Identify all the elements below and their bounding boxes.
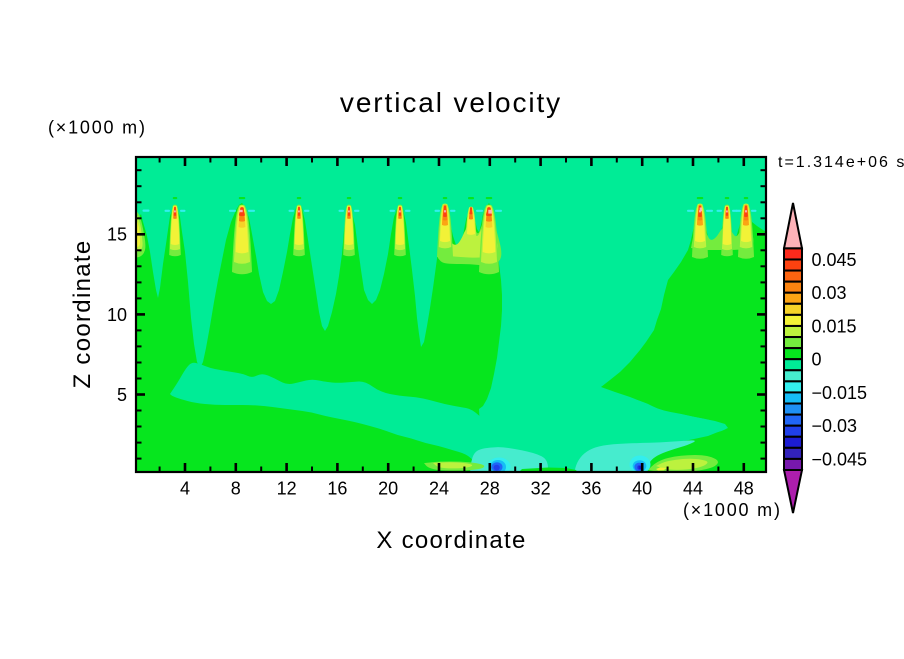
svg-text:8: 8	[231, 479, 241, 499]
svg-text:48: 48	[734, 479, 754, 499]
svg-text:0.03: 0.03	[812, 283, 847, 303]
svg-text:vertical velocity: vertical velocity	[340, 87, 562, 118]
svg-text:32: 32	[531, 479, 551, 499]
svg-text:Z coordinate: Z coordinate	[69, 239, 96, 388]
svg-text:44: 44	[683, 479, 703, 499]
svg-text:28: 28	[480, 479, 500, 499]
svg-text:4: 4	[180, 479, 190, 499]
svg-text:15: 15	[107, 225, 127, 245]
svg-text:12: 12	[277, 479, 297, 499]
svg-text:−0.015: −0.015	[812, 383, 868, 403]
svg-text:−0.03: −0.03	[812, 416, 858, 436]
svg-text:0.045: 0.045	[812, 250, 857, 270]
svg-text:36: 36	[581, 479, 601, 499]
svg-text:(×1000 m): (×1000 m)	[683, 500, 782, 520]
svg-text:X coordinate: X coordinate	[376, 527, 526, 554]
svg-text:t=1.314e+06 s: t=1.314e+06 s	[778, 154, 904, 171]
svg-text:(×1000 m): (×1000 m)	[48, 118, 147, 138]
svg-text:24: 24	[429, 479, 449, 499]
svg-text:10: 10	[107, 305, 127, 325]
svg-text:5: 5	[117, 385, 127, 405]
svg-text:16: 16	[327, 479, 347, 499]
svg-text:0.015: 0.015	[812, 316, 857, 336]
svg-text:−0.045: −0.045	[812, 449, 868, 469]
svg-text:40: 40	[632, 479, 652, 499]
svg-text:0: 0	[812, 350, 822, 370]
svg-text:20: 20	[378, 479, 398, 499]
